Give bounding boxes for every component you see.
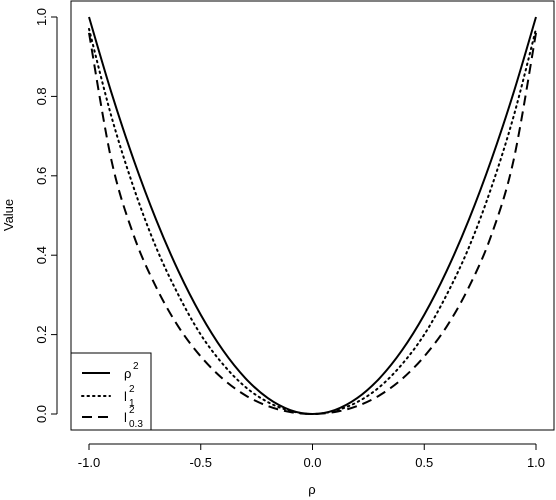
x-axis: -1.0 -0.5 0.0 0.5 1.0 <box>78 443 545 470</box>
legend-label-superscript: 2 <box>129 405 135 416</box>
plot-frame <box>70 0 555 431</box>
legend-label-superscript: 2 <box>133 361 139 372</box>
legend-label-subscript: 1 <box>129 398 135 409</box>
y-tick-label: 0.0 <box>34 405 49 423</box>
legend-label: l <box>124 410 127 425</box>
legend-label-superscript: 2 <box>129 384 135 395</box>
series-line-3 <box>88 32 537 416</box>
legend: ρ 2l 21l 20.3 <box>70 352 152 431</box>
legend-label: ρ <box>124 366 131 381</box>
series-line-2 <box>88 27 537 416</box>
x-tick-label: -1.0 <box>78 455 100 470</box>
x-tick-label: -0.5 <box>190 455 212 470</box>
y-tick-label: 1.0 <box>34 8 49 26</box>
legend-label: l <box>124 389 127 404</box>
series-line-1 <box>88 16 537 416</box>
x-axis-label: ρ <box>308 482 315 497</box>
y-tick-label: 0.6 <box>34 167 49 185</box>
x-tick-label: 1.0 <box>527 455 545 470</box>
y-axis: 0.0 0.2 0.4 0.6 0.8 1.0 <box>34 8 58 423</box>
series-layer <box>88 16 537 416</box>
y-tick-label: 0.8 <box>34 87 49 105</box>
legend-label-subscript: 0.3 <box>129 419 143 430</box>
x-tick-label: 0.0 <box>303 455 321 470</box>
y-tick-label: 0.2 <box>34 326 49 344</box>
x-tick-label: 0.5 <box>415 455 433 470</box>
y-axis-label: Value <box>1 199 16 231</box>
y-tick-label: 0.4 <box>34 246 49 264</box>
